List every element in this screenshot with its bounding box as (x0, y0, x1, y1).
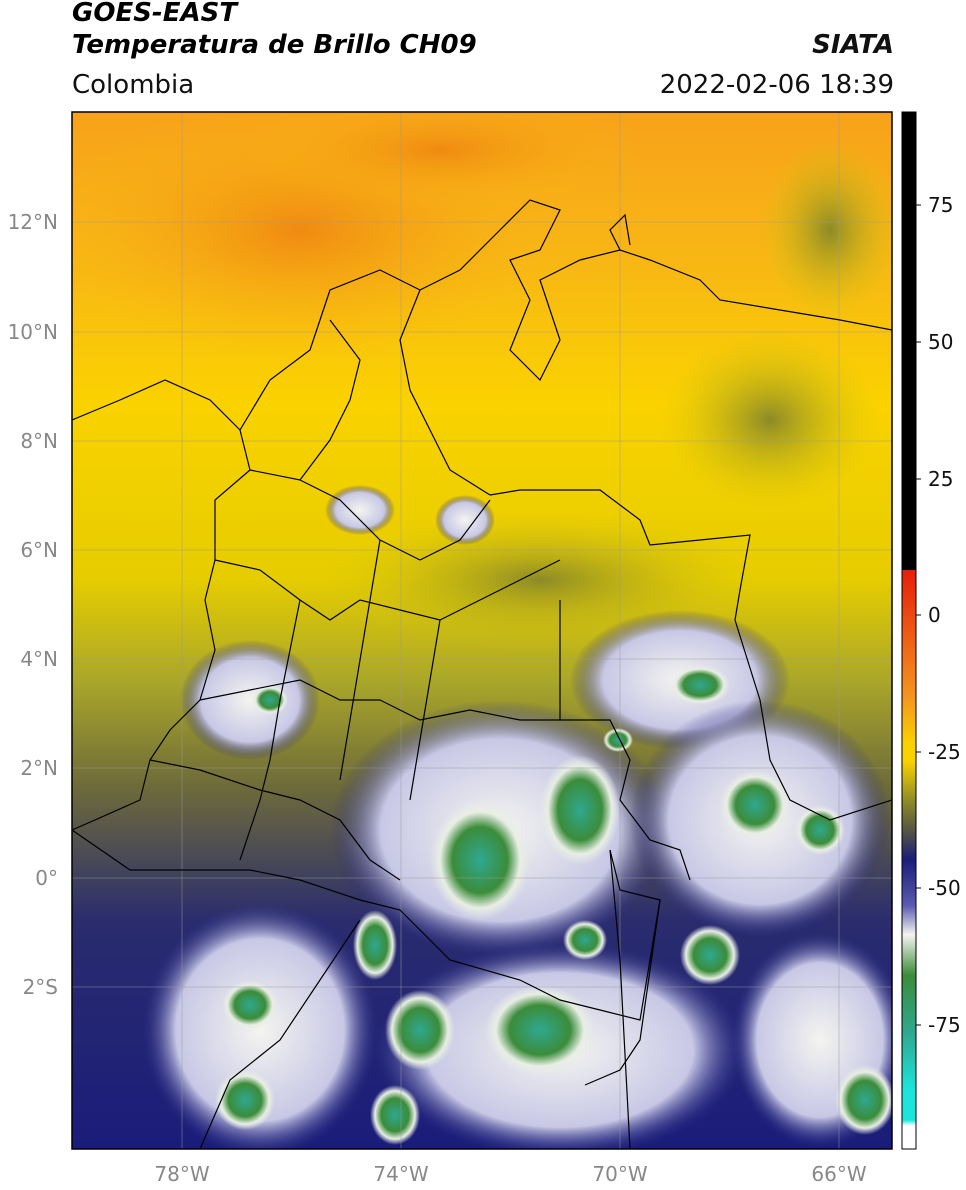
cloud-system (435, 495, 495, 545)
longitude-tick-label: 70°W (592, 1162, 647, 1186)
graticule (72, 112, 892, 1149)
peru-brazil-border (609, 849, 631, 1149)
paraguana (609, 213, 631, 251)
cloud-system (180, 640, 320, 760)
colorbar-ticks: 75 50 25 0 -25 -50 -75 (916, 193, 961, 1037)
colorbar-tick-label: 50 (928, 330, 953, 354)
colorbar-frame (901, 111, 917, 1150)
deep-convection (370, 1085, 420, 1145)
deep-convection (563, 920, 607, 960)
satellite-title: GOES-EAST (72, 0, 238, 28)
olive-region (760, 140, 892, 320)
deep-convection (430, 800, 530, 920)
map-frame (71, 111, 893, 1150)
cloud-system (325, 485, 395, 535)
dept-border (409, 619, 441, 801)
longitude-tick-label: 78°W (154, 1162, 209, 1186)
colorbar-tick-label: 0 (928, 603, 941, 627)
dept-border (214, 559, 561, 621)
deep-convection (680, 925, 740, 985)
latitude-tick-label: 6°N (20, 538, 58, 562)
caribbean-coast (239, 199, 892, 431)
colorbar: 75 50 25 0 -25 -50 -75 (901, 111, 961, 1150)
datetime-label: 2022-02-06 18:39 (659, 70, 894, 100)
olive-region (660, 330, 880, 510)
colorbar-tick-label: -75 (928, 1013, 961, 1037)
colorbar-tick-label: -50 (928, 876, 961, 900)
venezuela-border (489, 489, 892, 821)
southern-border (72, 829, 661, 1021)
deep-convection (835, 1065, 892, 1135)
amazon-border (584, 899, 661, 1086)
longitude-ticks: 78°W 74°W 70°W 66°W (154, 1162, 866, 1186)
deep-convection (485, 985, 595, 1075)
longitude-tick-label: 74°W (373, 1162, 428, 1186)
dept-border (149, 759, 401, 881)
latitude-tick-label: 10°N (8, 320, 58, 344)
region-label: Colombia (72, 70, 195, 100)
dept-border (239, 599, 301, 861)
latitude-tick-label: 12°N (8, 210, 58, 234)
warm-region (240, 112, 640, 210)
deep-convection (603, 728, 633, 752)
deep-convection (353, 910, 397, 980)
dept-border (399, 289, 491, 496)
colorbar-tick-label: -25 (928, 740, 961, 764)
latitude-ticks: 12°N 10°N 8°N 6°N 4°N 2°N 0° 2°S (8, 210, 58, 999)
dept-border (199, 679, 560, 721)
dept-border (299, 479, 491, 561)
deep-convection (385, 990, 455, 1070)
map-area (72, 112, 892, 1149)
latitude-tick-label: 4°N (20, 647, 58, 671)
latitude-tick-label: 0° (35, 866, 58, 890)
latitude-tick-label: 2°N (20, 756, 58, 780)
latitude-tick-label: 8°N (20, 429, 58, 453)
deep-convection (670, 665, 730, 705)
borders (72, 199, 892, 1149)
product-title: Temperatura de Brillo CH09 (72, 30, 477, 60)
colorbar-tick-label: 25 (928, 467, 953, 491)
ecuador-peru-border (199, 919, 361, 1149)
colorbar-tick-label: 75 (928, 193, 953, 217)
colorbar-black-segment (902, 112, 916, 570)
latitude-tick-label: 2°S (23, 975, 58, 999)
deep-convection (540, 755, 620, 865)
dept-border (249, 319, 361, 481)
deep-convection (222, 980, 278, 1030)
deep-convection (795, 805, 845, 855)
pacific-coast (72, 379, 251, 831)
deep-convection (215, 1070, 275, 1130)
dept-border (339, 539, 381, 781)
colorbar-gradient (902, 570, 916, 1149)
longitude-tick-label: 66°W (811, 1162, 866, 1186)
brazil-border (560, 719, 691, 881)
organization-label: SIATA (812, 30, 894, 60)
deep-convection (720, 770, 790, 840)
